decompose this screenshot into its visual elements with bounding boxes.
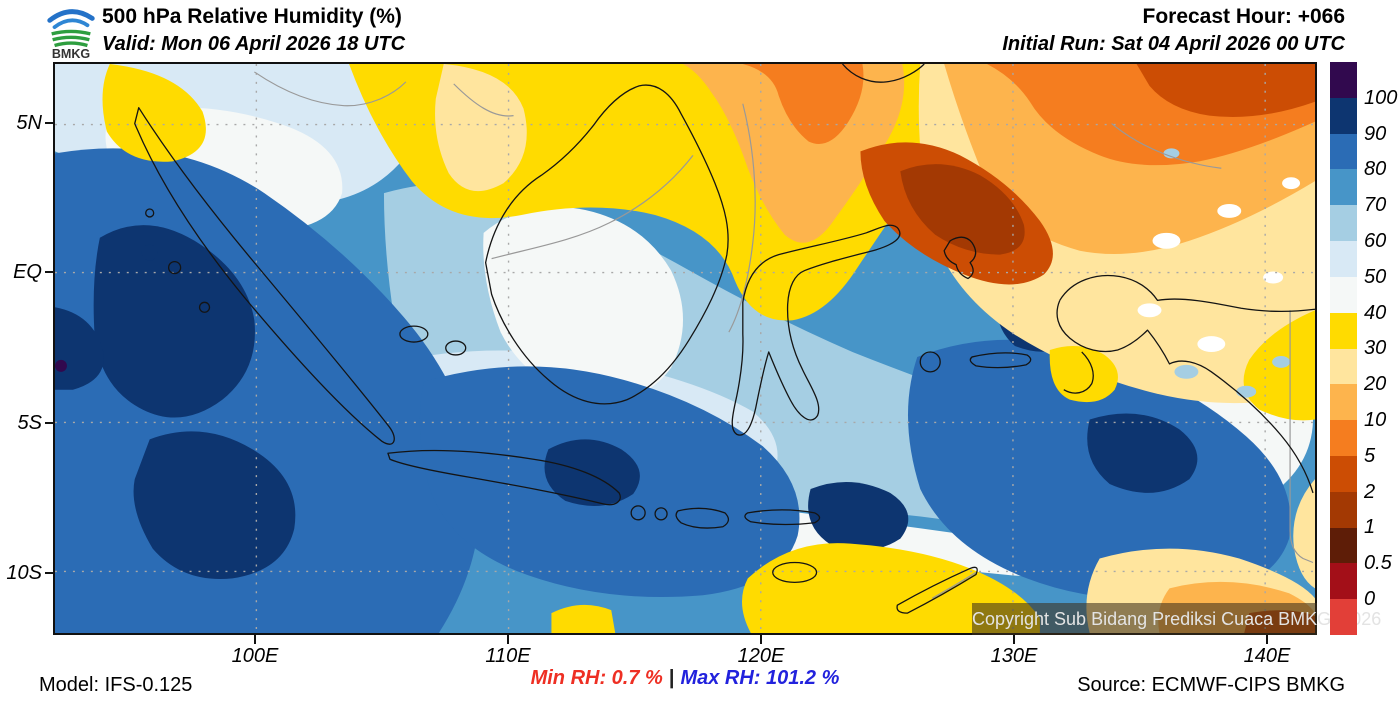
colorbar-label: 10 [1364,409,1387,431]
colorbar-label: 70 [1364,194,1387,216]
colorbar-segment [1330,527,1357,564]
min-max-rh-line: Min RH: 0.7 % | Max RH: 101.2 % [53,667,1317,690]
colorbar-label: 90 [1364,123,1387,145]
lon-tick [507,635,509,644]
lat-tick [45,422,54,424]
colorbar-segment [1330,312,1357,349]
lon-tick [1266,635,1268,644]
lat-tick [45,122,54,124]
colorbar-label: 80 [1364,158,1387,180]
map-area [53,62,1317,635]
lat-tick [45,572,54,574]
lat-label-5s: 5S [17,412,42,434]
colorbar-segment [1330,563,1357,600]
max-rh-label: Max RH: 101.2 % [680,667,840,689]
lon-label-100e: 100E [231,645,279,667]
logo-text: BMKG [52,47,90,60]
initial-run-label: Initial Run: Sat 04 April 2026 00 UTC [1002,33,1345,55]
colorbar-label: 2 [1364,481,1376,503]
min-rh-label: Min RH: 0.7 % [530,667,663,689]
colorbar-segment [1330,276,1357,313]
lon-tick [760,635,762,644]
copyright-note: Copyright Sub Bidang Prediksi Cuaca BMKG… [972,603,1381,635]
country-borders [254,71,1314,599]
valid-time-label: Valid: Mon 06 April 2026 18 UTC [102,33,406,55]
lon-tick [254,635,256,644]
colorbar-label: 1 [1364,516,1376,538]
lon-label-110e: 110E [485,645,531,667]
colorbar-segment [1330,599,1357,635]
colorbar-label: 0.5 [1364,552,1392,574]
colorbar-label: 40 [1364,302,1387,324]
min-max-separator: | [668,667,675,689]
colorbar-segment [1330,420,1357,456]
forecast-hour-label: Forecast Hour: +066 [1142,5,1346,28]
page-title: 500 hPa Relative Humidity (%) [102,5,402,28]
colorbar [1330,62,1357,635]
colorbar-label: 50 [1364,266,1387,288]
colorbar-segment [1330,455,1357,492]
coastlines [134,63,1316,614]
model-label: Model: IFS-0.125 [39,674,193,696]
colorbar-segment [1330,97,1357,134]
lat-label-eq: EQ [13,261,42,283]
lon-tick [1013,635,1015,644]
colorbar-label: 100 [1364,87,1398,109]
colorbar-label: 30 [1364,337,1387,359]
lon-label-120e: 120E [737,645,785,667]
colorbar-segment [1330,348,1357,385]
lon-label-130e: 130E [990,645,1038,667]
lon-label-140e: 140E [1243,645,1291,667]
lat-label-5n: 5N [16,112,42,134]
colorbar-label: 5 [1364,445,1376,467]
lat-label-10s: 10S [6,562,42,584]
colorbar-segment [1330,491,1357,528]
colorbar-segment [1330,241,1357,277]
colorbar-segment [1330,169,1357,206]
bmkg-logo-icon: BMKG [42,2,100,61]
source-label: Source: ECMWF-CIPS BMKG [1077,674,1345,696]
colorbar-segment [1330,62,1357,98]
colorbar-label: 60 [1364,230,1387,252]
colorbar-label: 0 [1364,588,1376,610]
humidity-field-svg [55,63,1316,634]
lat-tick [45,271,54,273]
colorbar-label: 20 [1364,373,1387,395]
colorbar-segment [1330,133,1357,170]
colorbar-segment [1330,384,1357,421]
colorbar-segment [1330,205,1357,242]
graticule [55,64,1315,633]
